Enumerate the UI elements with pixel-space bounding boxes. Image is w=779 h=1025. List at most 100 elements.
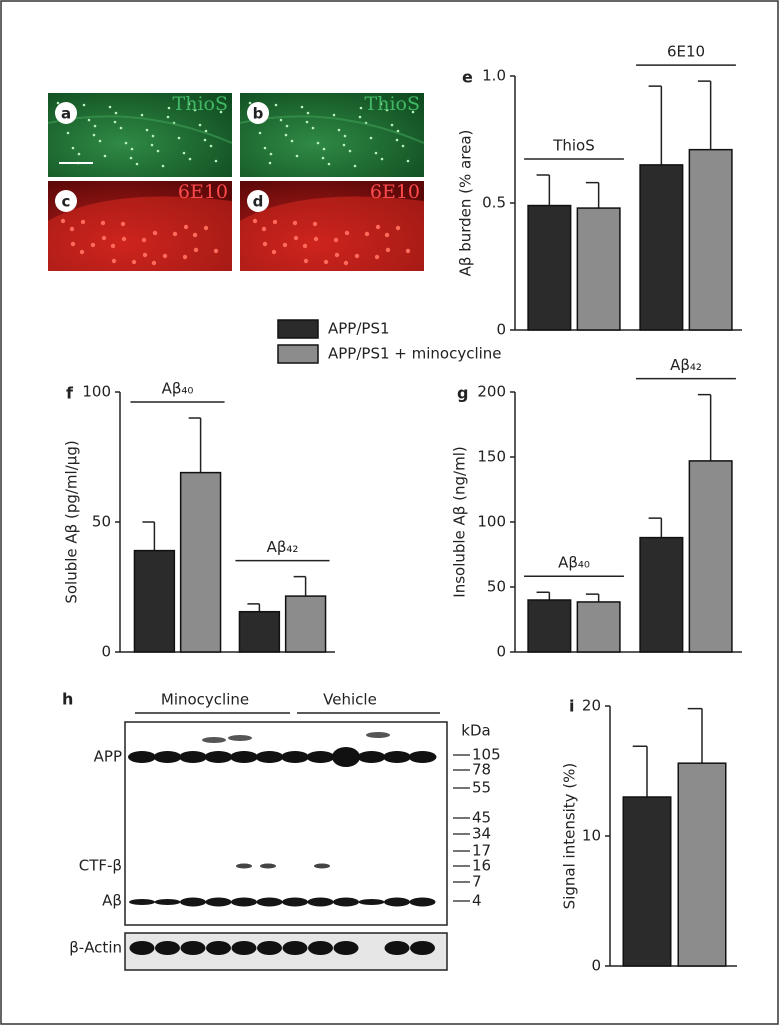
plaque — [193, 247, 199, 253]
y-axis-label: Insoluble Aβ (ng/ml) — [451, 446, 469, 597]
y-tick-label: 20 — [582, 697, 601, 715]
plaque — [374, 151, 378, 155]
actin-band — [129, 941, 155, 955]
y-tick-label: 50 — [92, 513, 111, 531]
bar-chart: f Soluble Aβ (pg/ml/μg) 0 50 100 Aβ₄₀ Aβ₄₂ — [63, 380, 335, 661]
abeta-band — [231, 897, 257, 907]
blot-group: Minocycline — [161, 691, 249, 709]
marker-label: 34 — [472, 825, 491, 843]
plaque — [274, 103, 278, 107]
band-label: Aβ — [102, 892, 122, 910]
plaque — [359, 106, 363, 110]
bar — [133, 549, 176, 653]
marker-label: 16 — [472, 857, 491, 875]
plaque — [332, 113, 336, 117]
plaque — [401, 144, 405, 148]
plaque — [203, 225, 209, 231]
y-axis-label: Aβ burden (% area) — [457, 130, 475, 277]
plaque — [411, 110, 415, 114]
plaque — [131, 259, 137, 265]
plaque — [385, 108, 389, 112]
plaque — [282, 242, 288, 248]
plaque — [70, 241, 76, 247]
plaque — [313, 236, 319, 242]
plaque — [305, 120, 309, 124]
marker-label: 17 — [472, 842, 491, 860]
plaque — [151, 134, 155, 138]
plaque — [87, 118, 91, 122]
band-label: CTF-β — [79, 857, 122, 875]
plaque — [327, 162, 331, 166]
abeta-band — [256, 897, 283, 907]
plaque — [60, 218, 66, 224]
plaque — [268, 161, 272, 165]
ctf-band — [260, 863, 276, 869]
bar — [622, 796, 672, 967]
plaque — [358, 115, 362, 119]
plaque — [135, 162, 139, 166]
plaque — [182, 151, 186, 155]
plaque — [290, 139, 294, 143]
plaque — [108, 105, 112, 109]
plaque — [119, 126, 123, 130]
plaque — [113, 120, 117, 124]
app-band — [230, 751, 258, 763]
plaque — [354, 253, 360, 259]
y-tick-label: 100 — [82, 383, 111, 401]
plaque — [203, 138, 207, 142]
error-bar — [585, 181, 600, 209]
plaque — [192, 232, 198, 238]
y-tick-label: 0 — [496, 643, 506, 661]
app-band — [179, 751, 207, 763]
plaque — [141, 237, 147, 243]
plaque — [130, 147, 134, 151]
error-bar — [293, 575, 307, 597]
group-label: 6E10 — [667, 43, 705, 61]
error-bar — [648, 517, 663, 538]
stain-label: 6E10 — [370, 181, 420, 203]
plaque — [279, 118, 283, 122]
abeta-band — [384, 897, 410, 907]
stain-label: ThioS — [365, 93, 420, 115]
plaque — [151, 260, 157, 266]
plaque — [292, 220, 298, 226]
marker-label: 7 — [472, 873, 482, 891]
app-band — [128, 751, 156, 763]
group-label: ThioS — [552, 137, 595, 155]
app-band — [408, 751, 437, 763]
plaque — [343, 260, 349, 266]
plaque — [209, 144, 213, 148]
plaque — [285, 124, 289, 128]
panel-letter: b — [253, 105, 264, 123]
plaque — [348, 149, 352, 153]
plaque — [167, 106, 171, 110]
bar — [284, 595, 327, 653]
actin-band — [257, 941, 282, 955]
plaque — [77, 152, 81, 156]
app-band — [332, 747, 360, 767]
plaque — [364, 231, 370, 237]
error-bar — [188, 417, 202, 473]
plaque — [300, 105, 304, 109]
plaque — [272, 219, 278, 225]
y-tick-label: 1.0 — [482, 67, 506, 85]
plaque — [92, 133, 96, 137]
faint-band — [228, 735, 252, 741]
y-tick-label: 150 — [477, 448, 506, 466]
plaque — [90, 242, 96, 248]
app-band — [255, 751, 284, 763]
plaque — [177, 136, 181, 140]
app-band — [357, 751, 386, 763]
plaque — [369, 136, 373, 140]
plaque — [293, 235, 299, 241]
plaque — [114, 111, 118, 115]
plaque — [156, 149, 160, 153]
marker-label: 4 — [472, 892, 482, 910]
plaque — [303, 258, 309, 264]
bar — [688, 460, 733, 653]
bar — [576, 601, 621, 653]
error-bar — [536, 174, 551, 206]
panel-badge — [55, 102, 77, 124]
plaque — [248, 101, 252, 105]
plaque — [263, 146, 267, 150]
